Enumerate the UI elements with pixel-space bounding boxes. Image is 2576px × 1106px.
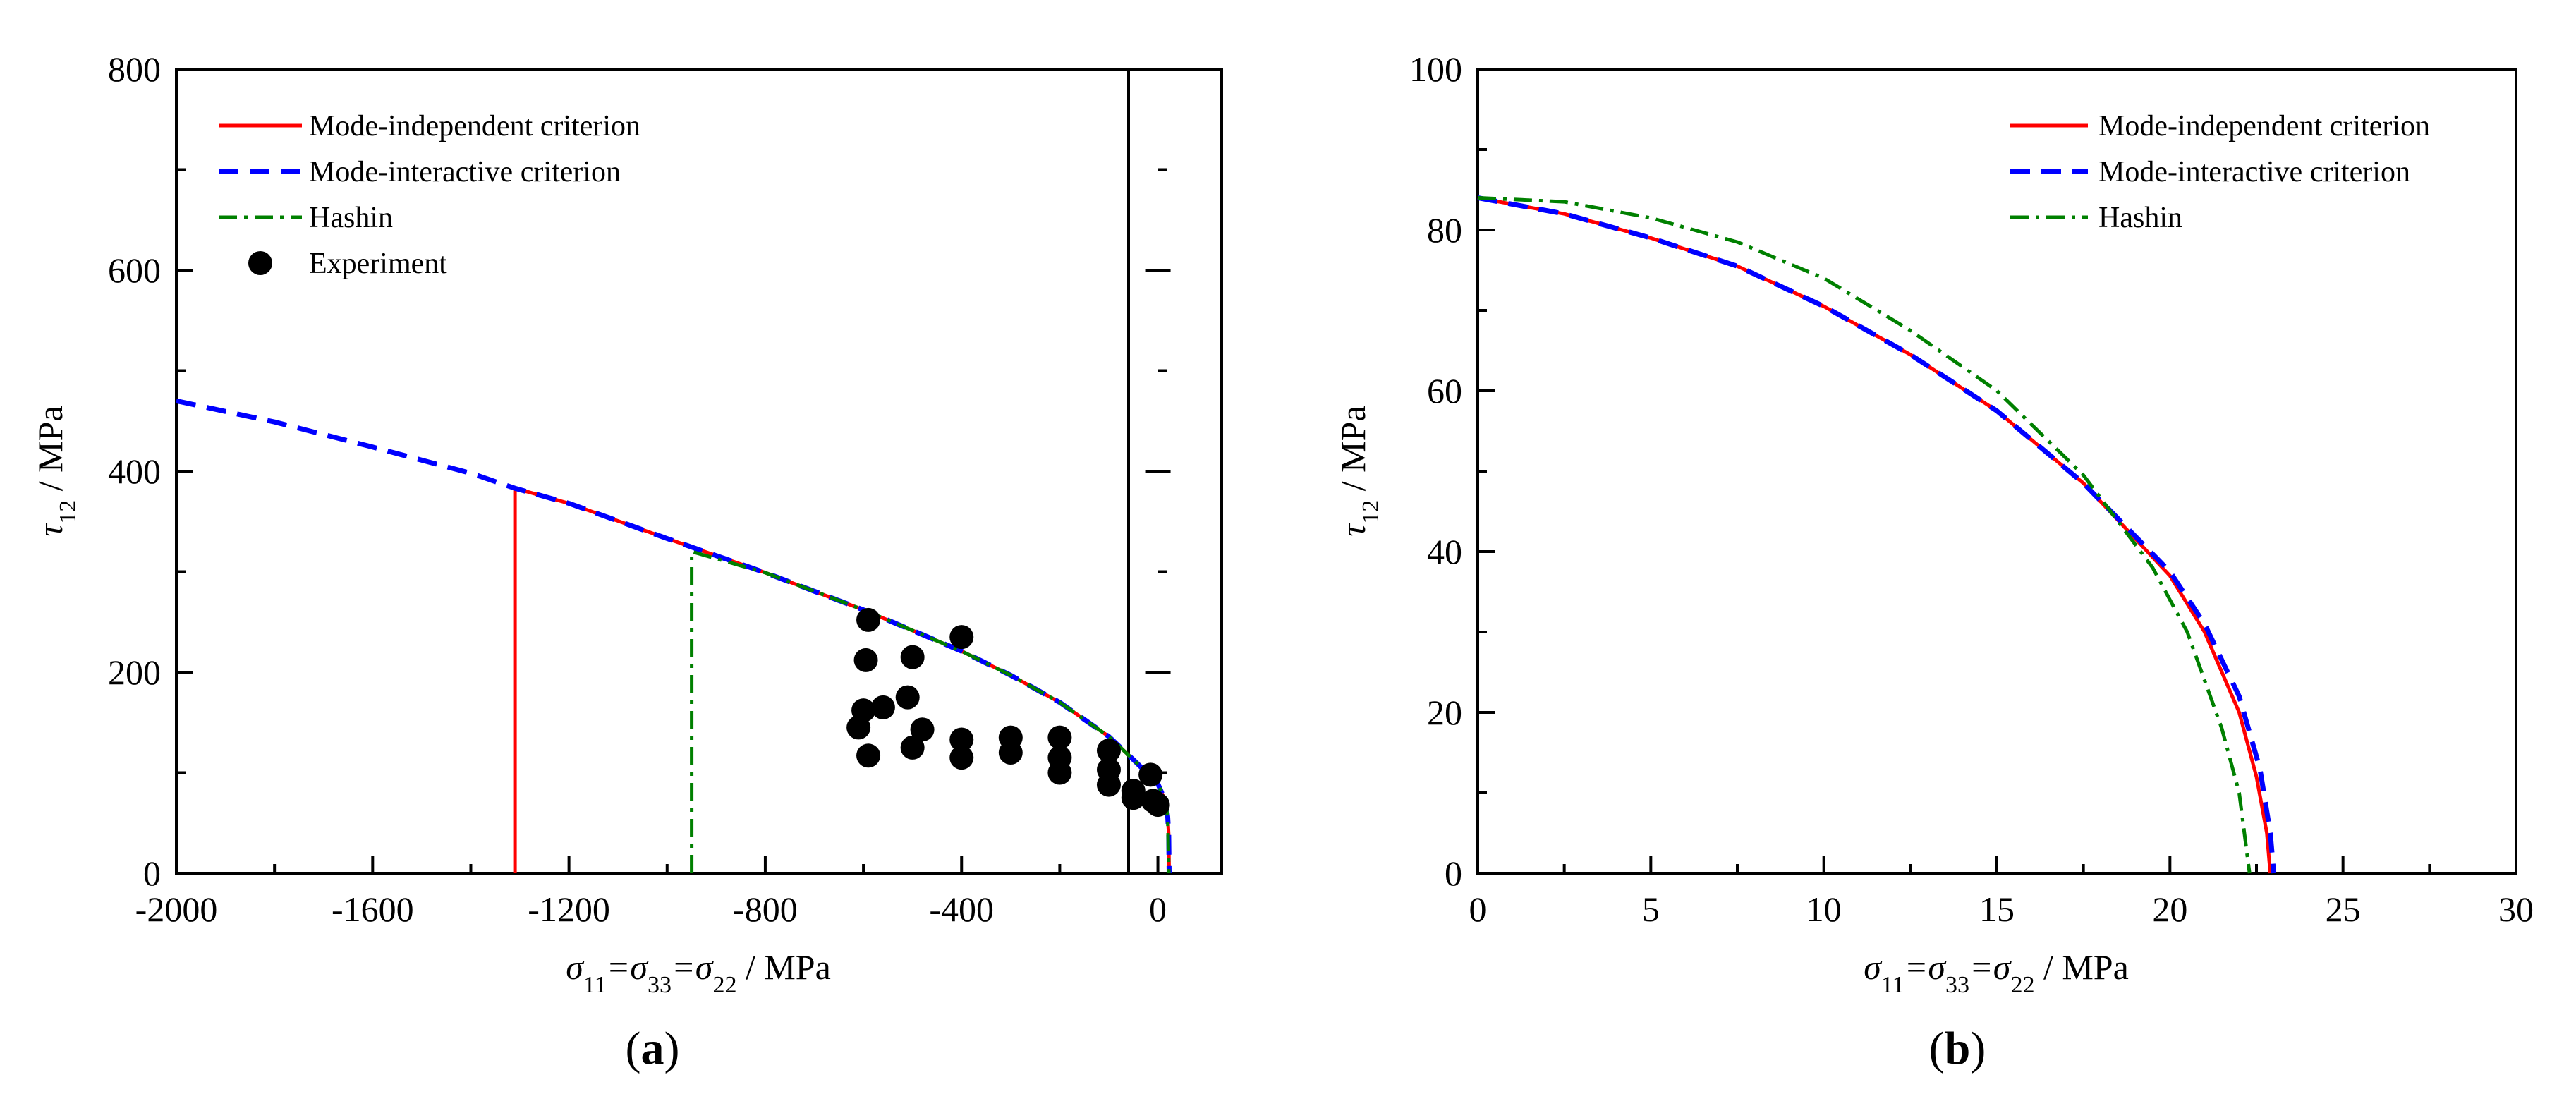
legend-label: Mode-independent criterion [2098, 110, 2430, 142]
y-tick-label: 200 [108, 652, 161, 692]
x-tick-label: -1200 [528, 889, 610, 929]
experiment-point [1096, 739, 1121, 763]
hashin-line [1477, 195, 2252, 874]
experiment-point [853, 648, 878, 672]
y-tick-label: 60 [1427, 371, 1462, 411]
y-tick-label: 600 [108, 250, 161, 290]
experiment-point [998, 741, 1023, 765]
chart-panel-b: 0 5 10 15 20 25 30 0 20 40 60 80 100 Mode-independe… [1333, 49, 2534, 1074]
x-tick-label: -400 [929, 889, 994, 929]
y-tick-label: 400 [108, 451, 161, 491]
x-tick-label: -1600 [332, 889, 414, 929]
x-axis-a: -2000 -1600 -1200 -800 -400 0 [135, 856, 1167, 929]
y-tick-label: 80 [1427, 210, 1462, 250]
y-tick-label: 0 [1445, 853, 1462, 893]
experiment-point [949, 625, 974, 650]
experiment-point [949, 727, 974, 752]
experiment-point [856, 743, 881, 768]
experiment-point [846, 715, 871, 740]
x-axis-title-b: σ11=σ33=σ22 / MPa [1864, 947, 2129, 998]
x-axis-title-a: σ11=σ33=σ22 / MPa [566, 947, 831, 998]
experiment-point [949, 746, 974, 770]
y-axis-a: 0 200 400 600 800 [108, 49, 1171, 893]
x-tick-label: 10 [1806, 889, 1842, 929]
y-tick-label: 0 [143, 853, 161, 893]
series-group-a [176, 398, 1172, 874]
experiment-point [900, 735, 925, 760]
experiment-point [1146, 793, 1170, 818]
y-tick-label: 40 [1427, 532, 1462, 571]
chart-panel-a: -2000 -1600 -1200 -800 -400 0 0 200 400 600 800 M… [30, 49, 1223, 1074]
panel-label-a: (a) [626, 1023, 680, 1074]
experiment-point [856, 607, 881, 632]
legend-label: Mode-interactive criterion [2098, 156, 2410, 188]
experiment-point [1121, 786, 1146, 810]
y-tick-label: 20 [1427, 693, 1462, 732]
experiment-point [895, 685, 920, 710]
mode-independent-criterion-line [513, 486, 1171, 874]
experiment-point [900, 645, 925, 669]
legend-label: Hashin [2098, 202, 2182, 234]
experiment-point [1138, 762, 1163, 787]
x-tick-label: 30 [2498, 889, 2534, 929]
legend-a: Mode-independent criterion Mode-interacti… [219, 110, 640, 280]
y-axis-title-a: τ12 / MPa [30, 406, 81, 536]
legend-label: Hashin [309, 202, 393, 234]
x-tick-label: -800 [733, 889, 798, 929]
experiment-point [910, 717, 935, 742]
x-tick-label: 0 [1469, 889, 1487, 929]
y-axis-title-b: τ12 / MPa [1333, 406, 1384, 536]
x-tick-label: -2000 [135, 889, 218, 929]
y-axis-b: 0 20 40 60 80 100 [1409, 49, 1495, 893]
x-axis-b: 0 5 10 15 20 25 30 [1469, 856, 2534, 929]
y-tick-label: 100 [1409, 49, 1462, 89]
experiment-point [1047, 760, 1072, 785]
x-tick-label: 20 [2152, 889, 2187, 929]
mode-interactive-criterion-line [176, 398, 1172, 874]
mode-interactive-criterion-line [1477, 195, 2276, 874]
experiment-point [1096, 772, 1121, 797]
legend-label: Mode-independent criterion [309, 110, 640, 142]
series-group-b [1477, 195, 2276, 874]
x-tick-label: 0 [1149, 889, 1167, 929]
experiment-point [870, 695, 895, 719]
experiment-point [1047, 725, 1072, 750]
legend-b: Mode-independent criterion Mode-interacti… [2010, 110, 2430, 234]
x-tick-label: 15 [1979, 889, 2015, 929]
panel-label-b: (b) [1929, 1023, 1986, 1074]
plot-frame-b [1476, 68, 2517, 875]
legend-label: Mode-interactive criterion [309, 156, 621, 188]
legend-swatch-experiment [248, 251, 272, 275]
hashin-line [690, 549, 1171, 874]
x-tick-label: 25 [2326, 889, 2361, 929]
x-tick-label: 5 [1642, 889, 1660, 929]
mode-independent-criterion-line [1477, 195, 2273, 874]
y-tick-label: 800 [108, 49, 161, 89]
legend-label: Experiment [309, 248, 447, 280]
